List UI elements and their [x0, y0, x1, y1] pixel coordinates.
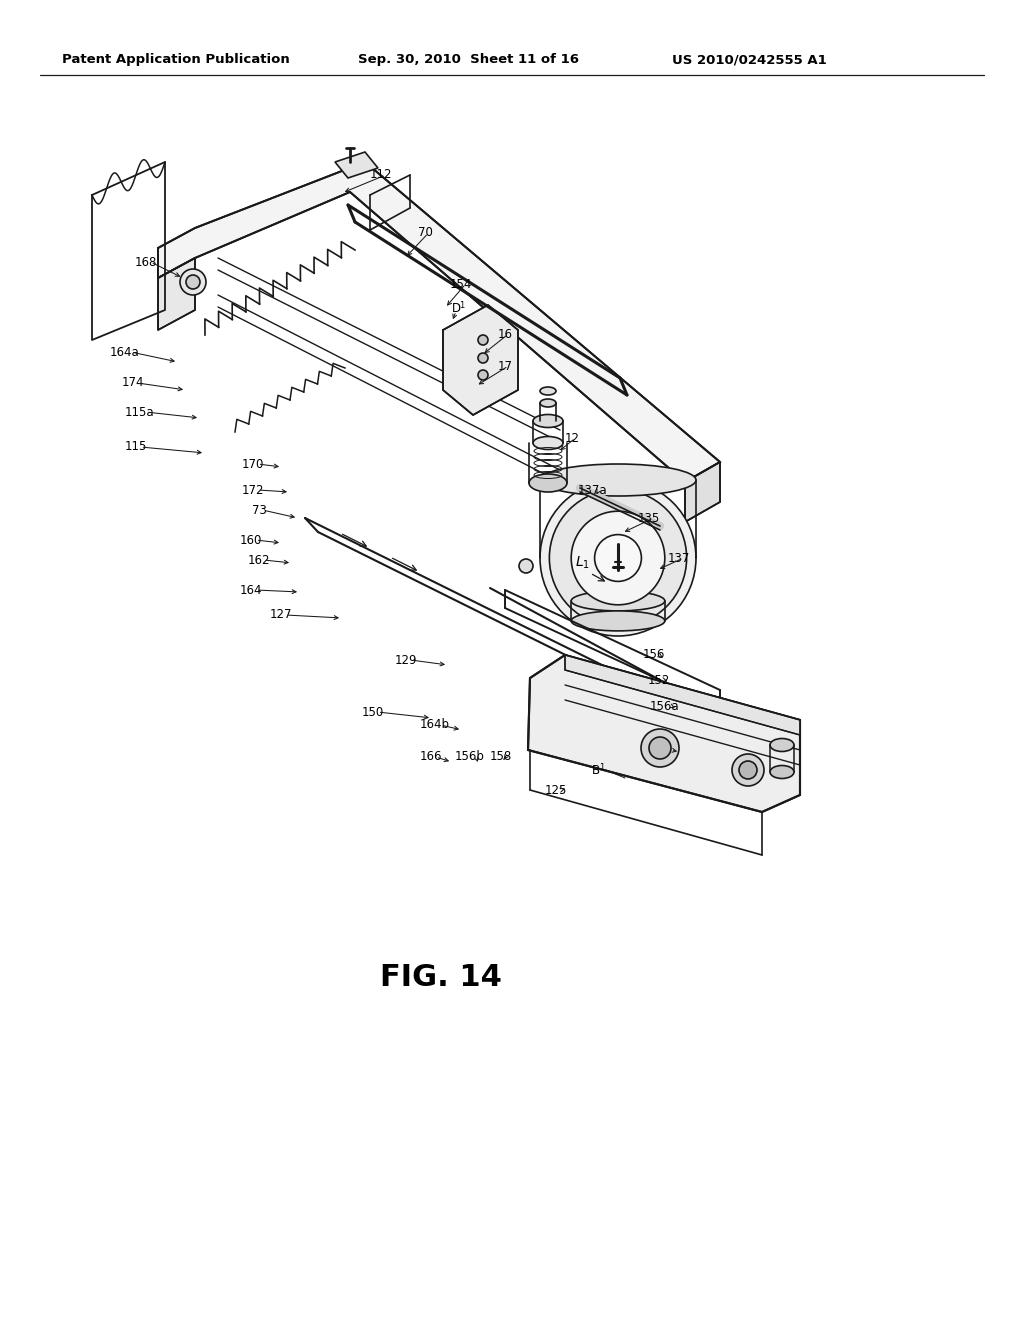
Circle shape	[641, 729, 679, 767]
Ellipse shape	[534, 414, 563, 428]
Text: US 2010/0242555 A1: US 2010/0242555 A1	[672, 54, 826, 66]
Circle shape	[649, 737, 671, 759]
Circle shape	[478, 352, 488, 363]
Text: 125: 125	[545, 784, 567, 796]
Circle shape	[540, 480, 696, 636]
Text: FIG. 14: FIG. 14	[380, 964, 502, 993]
Polygon shape	[528, 655, 800, 812]
Polygon shape	[335, 152, 378, 178]
Ellipse shape	[770, 766, 794, 779]
Text: 172: 172	[242, 483, 264, 496]
Circle shape	[595, 535, 641, 581]
Text: 129: 129	[395, 653, 418, 667]
Polygon shape	[685, 462, 720, 521]
Text: 12: 12	[565, 432, 580, 445]
Text: 168: 168	[135, 256, 158, 268]
Text: 112: 112	[370, 169, 392, 181]
Circle shape	[478, 335, 488, 345]
Polygon shape	[158, 257, 195, 330]
Text: 137: 137	[668, 552, 690, 565]
Ellipse shape	[571, 611, 665, 631]
Text: 127: 127	[270, 609, 293, 622]
Text: 156a: 156a	[650, 700, 680, 713]
Text: L: L	[575, 554, 584, 569]
Circle shape	[519, 558, 534, 573]
Ellipse shape	[571, 591, 665, 611]
Ellipse shape	[540, 465, 696, 496]
Text: 73: 73	[252, 503, 267, 516]
Text: 150: 150	[362, 705, 384, 718]
Text: 170: 170	[242, 458, 264, 470]
Text: 135: 135	[638, 511, 660, 524]
Text: 164b: 164b	[420, 718, 450, 731]
Text: 115: 115	[125, 441, 147, 454]
Text: 137a: 137a	[578, 483, 607, 496]
Text: Patent Application Publication: Patent Application Publication	[62, 54, 290, 66]
Circle shape	[732, 754, 764, 785]
Polygon shape	[158, 162, 720, 482]
Ellipse shape	[534, 437, 563, 450]
Polygon shape	[443, 305, 518, 414]
Text: 174: 174	[122, 376, 144, 389]
Text: 125a: 125a	[650, 743, 680, 756]
Text: 164a: 164a	[110, 346, 139, 359]
Text: 152: 152	[648, 673, 671, 686]
Text: 70: 70	[418, 227, 433, 239]
Text: 1: 1	[459, 301, 464, 309]
Text: B: B	[592, 763, 600, 776]
Text: 160: 160	[240, 533, 262, 546]
Text: 162: 162	[248, 553, 270, 566]
Text: 1: 1	[599, 763, 604, 771]
Circle shape	[549, 490, 687, 627]
Text: 115a: 115a	[125, 405, 155, 418]
Text: D: D	[452, 301, 461, 314]
Text: 156b: 156b	[455, 751, 485, 763]
Text: 17: 17	[498, 359, 513, 372]
Circle shape	[186, 275, 200, 289]
Text: 1: 1	[583, 560, 589, 570]
Circle shape	[739, 762, 757, 779]
Polygon shape	[565, 655, 800, 735]
Text: 166: 166	[420, 751, 442, 763]
Text: 16: 16	[498, 327, 513, 341]
Text: 156: 156	[643, 648, 666, 661]
Text: 158: 158	[490, 751, 512, 763]
Text: 154: 154	[450, 277, 472, 290]
Circle shape	[571, 511, 665, 605]
Circle shape	[478, 370, 488, 380]
Ellipse shape	[540, 387, 556, 395]
Circle shape	[180, 269, 206, 294]
Text: 164: 164	[240, 583, 262, 597]
Ellipse shape	[540, 399, 556, 407]
Text: Sep. 30, 2010  Sheet 11 of 16: Sep. 30, 2010 Sheet 11 of 16	[358, 54, 579, 66]
Ellipse shape	[529, 474, 567, 492]
Ellipse shape	[770, 738, 794, 751]
